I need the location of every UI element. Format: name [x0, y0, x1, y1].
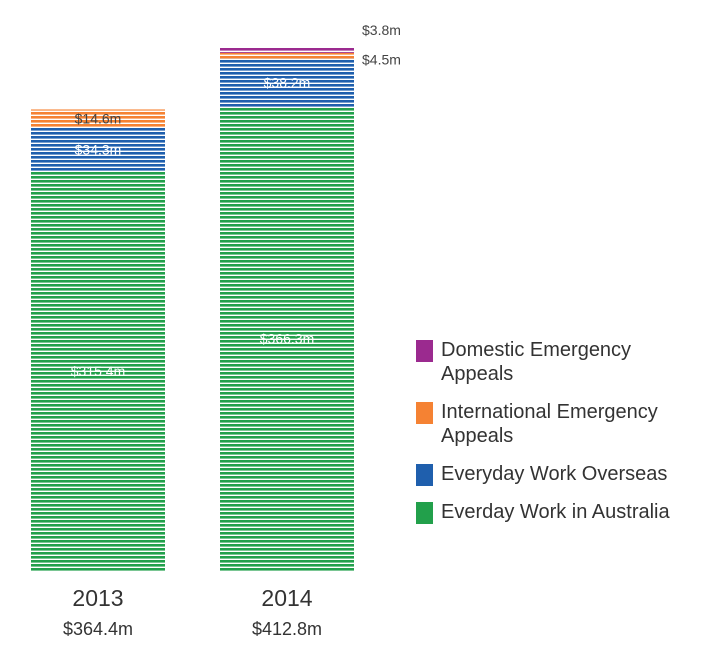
legend-item: Everyday Work Overseas	[416, 462, 706, 486]
x-tick-label: 2013	[72, 585, 123, 611]
legend-item: Everday Work in Australia	[416, 500, 706, 524]
legend-label: Everday Work in Australia	[441, 501, 670, 523]
value-label: $3.8m	[362, 22, 401, 38]
x-tick-label: 2014	[261, 585, 312, 611]
total-label: $412.8m	[252, 619, 322, 639]
bar-segment	[31, 127, 165, 172]
legend-item: Domestic Emergency Appeals	[416, 338, 706, 386]
value-label: $14.6m	[75, 110, 122, 126]
legend: Domestic Emergency Appeals International …	[416, 338, 706, 538]
value-label: $4.5m	[362, 51, 401, 67]
value-label: $315.4m	[71, 363, 125, 379]
legend-swatch	[416, 402, 433, 424]
bar-segment	[31, 109, 165, 128]
legend-swatch	[416, 340, 433, 362]
bar-segment	[31, 171, 165, 571]
legend-label: Domestic Emergency Appeals	[441, 339, 632, 385]
value-label: $34.3m	[75, 141, 122, 157]
total-label: $364.4m	[63, 619, 133, 639]
bar-segment	[220, 58, 354, 107]
legend-item: International Emergency Appeals	[416, 400, 706, 448]
legend-swatch	[416, 502, 433, 524]
legend-label: Everyday Work Overseas	[441, 463, 668, 485]
bar-segment	[220, 106, 354, 572]
legend-label: International Emergency Appeals	[441, 401, 658, 447]
value-label: $38.2m	[264, 74, 311, 90]
bar-segment	[220, 48, 354, 53]
legend-swatch	[416, 464, 433, 486]
bar-segment	[220, 52, 354, 59]
value-label: $366.3m	[260, 331, 314, 347]
